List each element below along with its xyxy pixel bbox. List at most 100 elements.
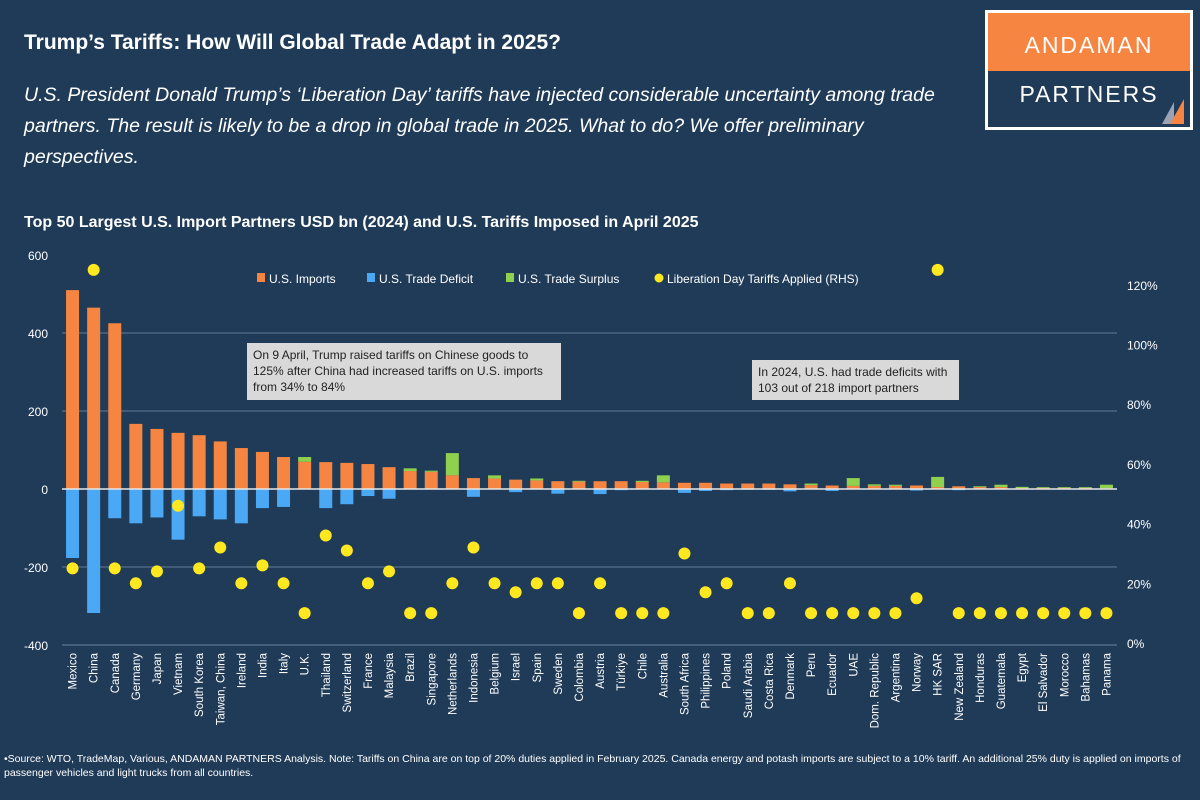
bar-surplus: [530, 478, 544, 481]
tariff-point: [404, 607, 417, 620]
x-tick-label: Guatemala: [996, 652, 1008, 709]
x-tick-label: Ireland: [236, 653, 248, 688]
y2-tick-label: 80%: [1127, 398, 1151, 412]
tariff-point: [805, 607, 818, 620]
tariff-point: [572, 607, 585, 620]
sail-icon: [1162, 99, 1184, 124]
bar-deficit: [277, 489, 291, 507]
x-tick-label: Argentina: [890, 652, 902, 702]
bar-imports: [213, 441, 227, 489]
tariff-point: [172, 499, 185, 512]
bar-imports: [361, 464, 375, 489]
x-tick-label: El Salvador: [1038, 653, 1050, 712]
y-tick-label: -400: [24, 639, 48, 653]
bar-surplus: [298, 457, 312, 462]
bar-imports: [319, 462, 333, 489]
bar-surplus: [804, 483, 818, 486]
tariff-point: [931, 263, 944, 276]
bar-surplus: [572, 480, 586, 482]
tariff-point: [783, 577, 796, 590]
bar-surplus: [846, 478, 860, 486]
annotation-china: On 9 April, Trump raised tariffs on Chin…: [247, 343, 561, 400]
tariff-point: [720, 577, 733, 590]
tariff-point: [87, 263, 100, 276]
tariff-point: [973, 607, 986, 620]
bar-imports: [424, 471, 438, 489]
bar-imports: [340, 462, 354, 489]
bar-imports: [150, 428, 164, 489]
tariff-point: [741, 607, 754, 620]
tariff-point: [994, 607, 1007, 620]
x-tick-label: Morocco: [1059, 653, 1071, 697]
bar-deficit: [677, 489, 691, 493]
y2-tick-label: 0%: [1127, 637, 1145, 651]
bar-imports: [66, 290, 80, 489]
tariff-point: [530, 577, 543, 590]
x-tick-label: Ecuador: [827, 653, 839, 696]
x-tick-label: Norway: [912, 653, 924, 692]
bar-deficit: [192, 489, 206, 517]
legend-label: U.S. Trade Surplus: [518, 272, 619, 286]
y2-tick-label: 20%: [1127, 577, 1151, 591]
bar-imports: [234, 448, 248, 489]
tariff-point: [214, 541, 227, 554]
tariff-point: [235, 577, 248, 590]
bar-deficit: [551, 489, 565, 494]
legend-label: Liberation Day Tariffs Applied (RHS): [667, 272, 859, 286]
x-tick-label: Austria: [595, 652, 607, 688]
x-tick-label: New Zealand: [954, 653, 966, 721]
tariff-point: [1016, 607, 1029, 620]
x-tick-label: Bahamas: [1080, 653, 1092, 702]
bar-imports: [445, 475, 459, 489]
y-tick-label: 0: [41, 483, 48, 497]
bar-imports: [192, 435, 206, 489]
bar-imports: [593, 481, 607, 489]
tariff-point: [762, 607, 775, 620]
x-tick-label: Switzerland: [342, 653, 354, 712]
x-tick-label: Taiwan, China: [215, 652, 227, 725]
bar-imports: [509, 479, 523, 489]
x-tick-label: Philippines: [701, 653, 713, 709]
x-tick-label: India: [257, 652, 269, 678]
chart-title: Top 50 Largest U.S. Import Partners USD …: [24, 214, 699, 231]
source-footnote: •Source: WTO, TradeMap, Various, ANDAMAN…: [4, 753, 1181, 779]
tariff-point: [551, 577, 564, 590]
y2-tick-label: 60%: [1127, 458, 1151, 472]
tariff-point: [868, 607, 881, 620]
y-tick-label: 400: [28, 327, 48, 341]
tariff-point: [488, 577, 501, 590]
bar-imports: [931, 487, 945, 489]
bar-deficit: [150, 489, 164, 518]
x-tick-label: Saudi Arabia: [743, 652, 755, 718]
x-tick-label: Türkiye: [616, 653, 628, 691]
bar-deficit: [213, 489, 227, 520]
tariff-point: [383, 565, 396, 578]
bar-deficit: [319, 489, 333, 509]
bar-surplus: [656, 475, 670, 483]
bar-imports: [298, 461, 312, 489]
bar-imports: [129, 423, 143, 489]
y2-tick-label: 40%: [1127, 518, 1151, 532]
tariff-point: [467, 541, 480, 554]
bar-deficit: [361, 489, 375, 497]
bar-deficit: [234, 489, 248, 524]
bar-imports: [382, 467, 396, 489]
bar-imports: [171, 432, 185, 489]
x-tick-label: Mexico: [68, 653, 80, 689]
tariff-point: [361, 577, 374, 590]
bar-imports: [783, 484, 797, 489]
x-tick-label: Israel: [511, 653, 523, 681]
bar-imports: [825, 485, 839, 489]
x-tick-label: Costa Rica: [764, 652, 776, 709]
bar-imports: [277, 457, 291, 489]
bar-imports: [910, 485, 924, 489]
bar-imports: [614, 481, 628, 489]
bar-deficit: [382, 489, 396, 499]
bar-imports: [952, 486, 966, 489]
y2-tick-label: 100%: [1127, 339, 1158, 353]
legend-label: U.S. Trade Deficit: [379, 272, 474, 286]
bar-surplus: [931, 476, 945, 488]
page-subtitle: U.S. President Donald Trump’s ‘Liberatio…: [24, 84, 935, 168]
x-tick-label: Malaysia: [384, 652, 396, 698]
tariff-point: [1037, 607, 1050, 620]
